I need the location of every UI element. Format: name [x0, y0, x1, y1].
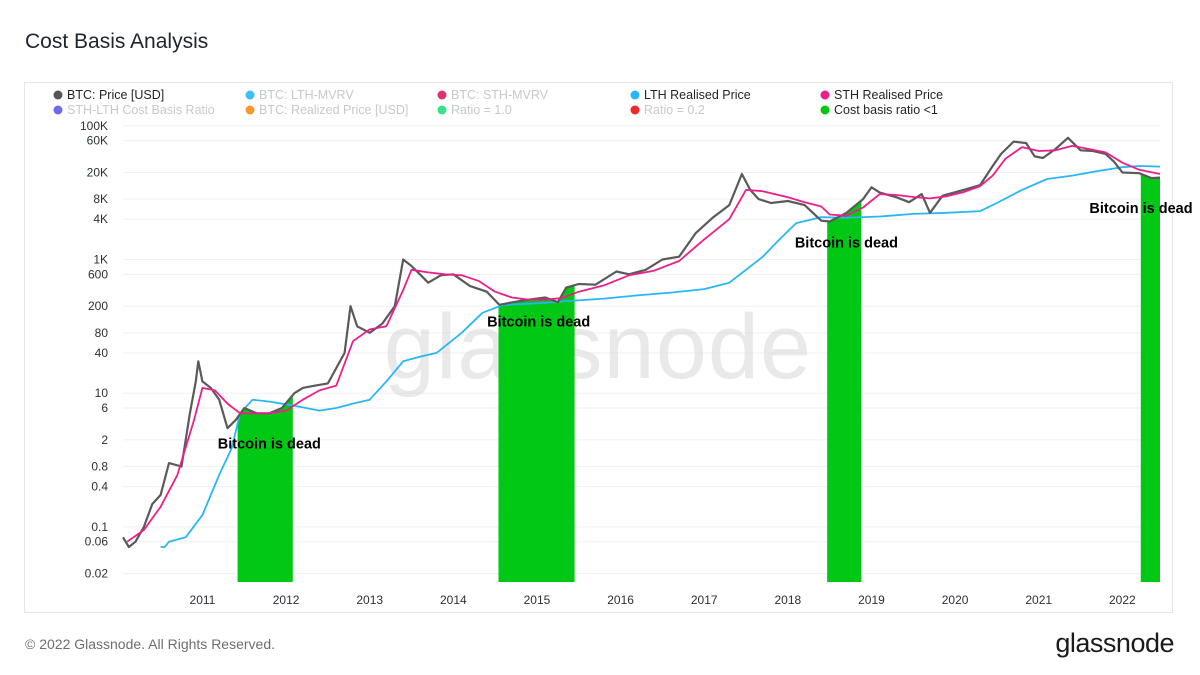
x-tick-label: 2016	[607, 593, 634, 607]
copyright-footer: © 2022 Glassnode. All Rights Reserved.	[25, 636, 276, 652]
cost-basis-band	[1140, 173, 1160, 582]
y-tick-label: 100K	[80, 119, 108, 133]
legend-label: STH Realised Price	[834, 88, 943, 102]
x-tick-label: 2019	[858, 593, 885, 607]
x-tick-label: 2015	[524, 593, 551, 607]
legend-dot-icon	[437, 90, 447, 100]
legend-item[interactable]: BTC: STH-MVRV	[437, 88, 549, 102]
y-tick-label: 0.1	[91, 520, 108, 534]
legend-dot-icon	[245, 105, 255, 115]
y-tick-label: 200	[88, 299, 108, 313]
lth-realised-price-line[interactable]	[160, 165, 1161, 548]
x-tick-label: 2018	[774, 593, 801, 607]
y-tick-label: 600	[88, 267, 108, 281]
legend-dot-icon	[53, 90, 63, 100]
annotation-bitcoin-is-dead: Bitcoin is dead	[218, 436, 321, 452]
x-tick-label: 2012	[273, 593, 300, 607]
cost-basis-band	[827, 200, 862, 582]
y-tick-label: 60K	[87, 134, 108, 148]
series-lines	[122, 136, 1161, 549]
annotation-bitcoin-is-dead: Bitcoin is dead	[795, 236, 898, 252]
y-tick-label: 80	[95, 326, 109, 340]
legend-label: Ratio = 1.0	[451, 103, 512, 117]
x-tick-label: 2021	[1025, 593, 1052, 607]
y-tick-label: 0.4	[91, 480, 108, 494]
legend-item[interactable]: STH-LTH Cost Basis Ratio	[53, 103, 215, 117]
legend-item[interactable]: BTC: LTH-MVRV	[245, 88, 355, 102]
legend-label: BTC: Realized Price [USD]	[259, 103, 408, 117]
cost-basis-band	[237, 395, 293, 582]
legend-item[interactable]: BTC: Price [USD]	[53, 88, 165, 102]
watermark-text: glassnode	[384, 296, 812, 398]
y-tick-label: 8K	[93, 192, 108, 206]
legend-label: BTC: STH-MVRV	[451, 88, 549, 102]
legend-label: Ratio = 0.2	[644, 103, 705, 117]
legend-dot-icon	[630, 105, 640, 115]
x-tick-label: 2013	[356, 593, 383, 607]
legend: BTC: Price [USD] BTC: LTH-MVRV BTC: STH-MV…	[53, 88, 944, 117]
x-axis-ticks: 2011 2012 2013 2014 2015 2016 2017 2018 2019 2020…	[190, 593, 1136, 607]
x-tick-label: 2011	[190, 593, 216, 607]
y-tick-label: 0.06	[85, 535, 109, 549]
legend-item[interactable]: Ratio = 1.0	[437, 103, 512, 117]
x-tick-label: 2017	[691, 593, 718, 607]
legend-item[interactable]: LTH Realised Price	[630, 88, 751, 102]
x-tick-label: 2022	[1109, 593, 1136, 607]
legend-label: STH-LTH Cost Basis Ratio	[67, 103, 215, 117]
legend-item[interactable]: BTC: Realized Price [USD]	[245, 103, 409, 117]
y-tick-label: 2	[101, 433, 108, 447]
legend-item[interactable]: STH Realised Price	[820, 88, 944, 102]
annotation-bitcoin-is-dead: Bitcoin is dead	[487, 314, 590, 330]
price-line[interactable]	[122, 136, 1161, 549]
x-tick-label: 2020	[942, 593, 969, 607]
legend-label: Cost basis ratio <1	[834, 103, 938, 117]
legend-item[interactable]: Ratio = 0.2	[630, 103, 705, 117]
brand-logo: glassnode	[1055, 628, 1174, 658]
legend-dot-icon	[437, 105, 447, 115]
legend-dot-icon	[820, 105, 830, 115]
y-tick-label: 10	[95, 386, 109, 400]
cost-basis-band	[498, 285, 575, 582]
legend-label: BTC: LTH-MVRV	[259, 88, 354, 102]
legend-dot-icon	[53, 105, 63, 115]
legend-dot-icon	[630, 90, 640, 100]
y-tick-label: 0.02	[85, 567, 109, 581]
legend-label: LTH Realised Price	[644, 88, 751, 102]
legend-item[interactable]: Cost basis ratio <1	[820, 103, 938, 117]
annotation-bitcoin-is-dead: Bitcoin is dead	[1089, 201, 1192, 217]
y-tick-label: 1K	[93, 252, 108, 266]
legend-dot-icon	[245, 90, 255, 100]
annotations: Bitcoin is dead Bitcoin is dead Bitcoin is…	[218, 201, 1193, 453]
chart-frame	[24, 82, 1173, 613]
sth-realised-price-line[interactable]	[126, 145, 1161, 543]
y-tick-label: 6	[101, 401, 108, 415]
x-tick-label: 2014	[440, 593, 467, 607]
y-tick-label: 20K	[87, 165, 108, 179]
grid-lines	[123, 125, 1160, 575]
legend-label: BTC: Price [USD]	[67, 88, 164, 102]
y-tick-label: 0.8	[91, 460, 108, 474]
y-tick-label: 4K	[93, 212, 108, 226]
page-title: Cost Basis Analysis	[25, 30, 209, 53]
y-tick-label: 40	[95, 346, 109, 360]
legend-dot-icon	[820, 90, 830, 100]
highlight-bands	[237, 173, 1160, 582]
y-axis-ticks: 100K60K20K8K4K1K600200804010620.80.40.10…	[80, 119, 108, 581]
